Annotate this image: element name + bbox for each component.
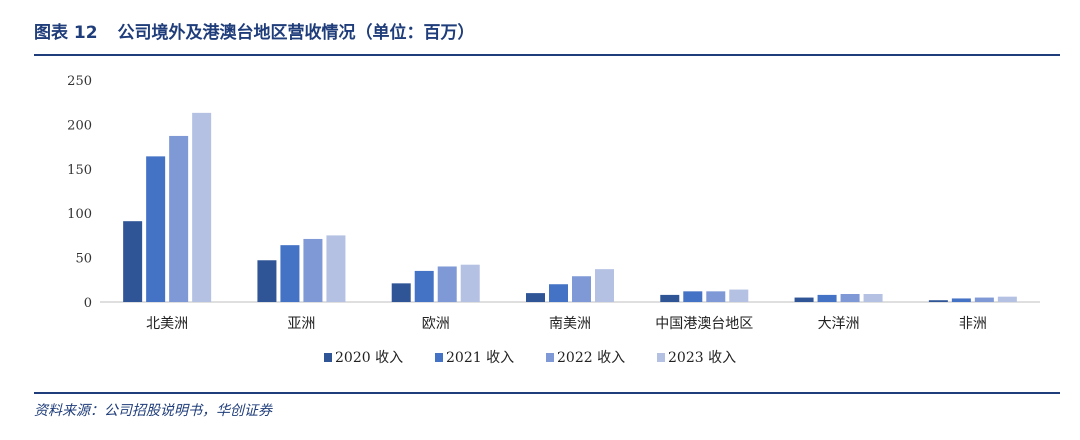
legend-label: 2021 收入: [446, 350, 514, 366]
top-divider: [34, 54, 1060, 56]
legend-label: 2020 收入: [335, 350, 403, 366]
x-tick-label: 亚洲: [287, 316, 315, 332]
y-tick-label: 150: [67, 163, 92, 178]
bar: [460, 264, 480, 302]
bar: [326, 235, 346, 302]
x-tick-label: 北美洲: [146, 316, 188, 332]
bar: [391, 283, 411, 302]
legend-label: 2022 收入: [557, 350, 625, 366]
bar: [414, 270, 434, 302]
bar: [706, 291, 726, 302]
chart-title: 公司境外及港澳台地区营收情况（单位：百万）: [117, 23, 475, 43]
bar: [595, 269, 614, 302]
x-tick-label: 大洋洲: [818, 316, 860, 332]
bar: [997, 296, 1017, 302]
x-tick-label: 南美洲: [549, 316, 591, 332]
legend-swatch: [435, 353, 443, 362]
bar: [928, 300, 948, 302]
bar: [863, 294, 883, 302]
y-axis: 0 50 100 150 200 250: [67, 74, 92, 311]
bar: [572, 276, 591, 302]
bar-chart: 0 50 100 150 200 250 北美洲 亚洲 欧洲 南美洲 中国港澳台地区 大洋洲 非洲 2…: [67, 74, 1040, 366]
chart-header: 图表 12 公司境外及港澳台地区营收情况（单位：百万）: [34, 18, 489, 43]
bar: [257, 260, 277, 302]
bar: [146, 156, 166, 302]
figure-number: 图表 12: [34, 23, 98, 43]
x-tick-label: 非洲: [959, 316, 987, 332]
bar: [526, 293, 545, 302]
x-tick-label: 中国港澳台地区: [655, 316, 753, 332]
bar: [974, 297, 994, 302]
y-tick-label: 250: [67, 74, 92, 89]
bottom-divider: [34, 392, 1060, 394]
y-tick-label: 200: [67, 118, 92, 133]
bar: [169, 135, 189, 302]
bar: [437, 266, 457, 302]
x-tick-label: 欧洲: [422, 316, 450, 332]
bar: [683, 291, 703, 302]
legend: 2020 收入 2021 收入 2022 收入 2023 收入: [324, 350, 736, 366]
bar: [840, 294, 860, 302]
source-note: 资料来源：公司招股说明书，华创证券: [34, 403, 272, 419]
y-tick-label: 0: [84, 296, 92, 311]
bar: [794, 297, 814, 302]
bar: [280, 245, 300, 302]
legend-swatch: [657, 353, 665, 362]
x-axis-labels: 北美洲 亚洲 欧洲 南美洲 中国港澳台地区 大洋洲 非洲: [146, 316, 987, 332]
y-tick-label: 100: [67, 207, 92, 222]
y-tick-label: 50: [75, 252, 92, 267]
bar: [951, 298, 971, 302]
bars-group: [123, 112, 1017, 302]
bar: [729, 289, 749, 302]
legend-swatch: [546, 353, 554, 362]
legend-swatch: [324, 353, 332, 362]
bar: [303, 238, 323, 302]
bar: [192, 112, 212, 302]
legend-label: 2023 收入: [668, 350, 736, 366]
bar: [549, 284, 568, 302]
bar: [660, 294, 680, 302]
bar: [817, 294, 837, 302]
bar: [123, 221, 143, 302]
